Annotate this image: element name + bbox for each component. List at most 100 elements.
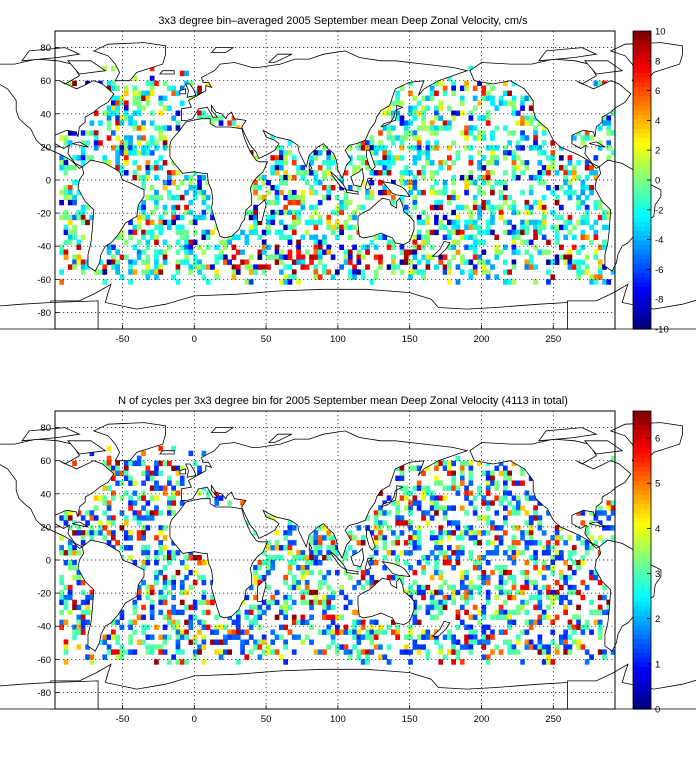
bin-cell	[167, 475, 172, 481]
landmass-outline	[67, 440, 107, 455]
bin-cell	[197, 175, 202, 181]
bin-cell	[296, 249, 301, 255]
bin-cell	[563, 634, 568, 640]
bin-cell	[162, 490, 168, 496]
bin-cell	[369, 649, 375, 655]
bin-cell	[356, 165, 362, 171]
bin-cell	[132, 170, 138, 176]
bin-cell	[606, 279, 612, 285]
bin-cell	[533, 515, 538, 521]
bin-cell	[59, 609, 64, 616]
bin-cell	[503, 185, 508, 191]
bin-cell	[123, 150, 129, 156]
bin-cell	[408, 535, 413, 541]
bin-cell	[438, 100, 444, 106]
bin-cell	[421, 594, 426, 601]
bin-cell	[291, 160, 297, 166]
bin-cell	[188, 244, 194, 250]
bin-cell	[287, 209, 293, 216]
bin-cell	[179, 244, 185, 250]
bin-cell	[580, 234, 586, 240]
bin-cell	[343, 194, 349, 201]
bin-cell	[111, 264, 116, 270]
bin-cell	[507, 269, 512, 275]
bin-cell	[106, 634, 112, 640]
bin-cell	[322, 269, 327, 275]
bin-cell	[145, 150, 151, 156]
bin-cell	[391, 155, 396, 161]
bin-cell	[102, 279, 108, 285]
bin-cell	[434, 555, 439, 561]
bin-cell	[171, 594, 176, 601]
colorbar-segment	[633, 690, 651, 696]
bin-cell	[162, 634, 168, 640]
bin-cell	[145, 95, 151, 101]
bin-cell	[434, 204, 439, 211]
bin-cell	[451, 520, 456, 526]
bin-cell	[300, 194, 306, 201]
bin-cell	[584, 234, 590, 240]
bin-cell	[477, 515, 482, 521]
bin-cell	[378, 254, 383, 260]
bin-cell	[524, 619, 530, 625]
bin-cell	[244, 209, 250, 216]
bin-cell	[597, 520, 603, 526]
bin-cell	[270, 170, 276, 176]
bin-cell	[494, 495, 500, 501]
bin-cell	[283, 639, 288, 645]
bin-cell	[481, 239, 487, 245]
bin-cell	[464, 180, 469, 186]
bin-cell	[167, 495, 172, 501]
bin-cell	[283, 160, 288, 166]
bin-cell	[244, 654, 250, 660]
bin-cell	[171, 609, 176, 616]
bin-cell	[395, 535, 400, 541]
bin-cell	[154, 269, 159, 275]
bin-cell	[356, 525, 362, 531]
bin-cell	[589, 185, 594, 191]
bin-cell	[537, 160, 543, 166]
bin-cell	[115, 540, 120, 546]
bin-cell	[175, 204, 181, 211]
bin-cell	[365, 569, 370, 576]
bin-cell	[175, 644, 181, 650]
bin-cell	[339, 244, 344, 250]
bin-cell	[421, 219, 426, 226]
bin-cell	[447, 535, 452, 541]
bin-cell	[270, 565, 276, 571]
bin-cell	[322, 249, 327, 255]
bin-cell	[468, 244, 474, 250]
bin-cell	[347, 629, 353, 635]
bin-cell	[356, 254, 362, 260]
bin-cell	[270, 649, 276, 655]
bin-cell	[490, 649, 495, 655]
bin-cell	[528, 120, 534, 126]
bin-cell	[429, 189, 435, 196]
bin-cell	[296, 170, 301, 176]
bin-cell	[248, 214, 254, 221]
bin-cell	[141, 120, 146, 126]
bin-cell	[72, 634, 77, 640]
bin-cell	[537, 569, 543, 576]
bin-cell	[472, 105, 478, 111]
bin-cell	[128, 120, 133, 126]
bin-cell	[111, 629, 116, 635]
bin-cell	[429, 185, 435, 191]
bin-cell	[106, 85, 112, 91]
bin-cell	[554, 234, 560, 240]
bin-cell	[459, 530, 465, 536]
bin-cell	[485, 490, 491, 496]
bin-cell	[373, 535, 379, 541]
bin-cell	[128, 140, 133, 146]
bin-cell	[179, 180, 185, 186]
bin-cell	[80, 579, 86, 586]
bin-cell	[356, 649, 362, 655]
bin-cell	[373, 150, 379, 156]
bin-cell	[477, 150, 482, 156]
bin-cell	[85, 654, 90, 660]
bin-cell	[563, 639, 568, 645]
bin-cell	[386, 189, 392, 196]
bin-cell	[584, 254, 590, 260]
bin-cell	[451, 140, 456, 146]
bin-cell	[111, 95, 116, 101]
